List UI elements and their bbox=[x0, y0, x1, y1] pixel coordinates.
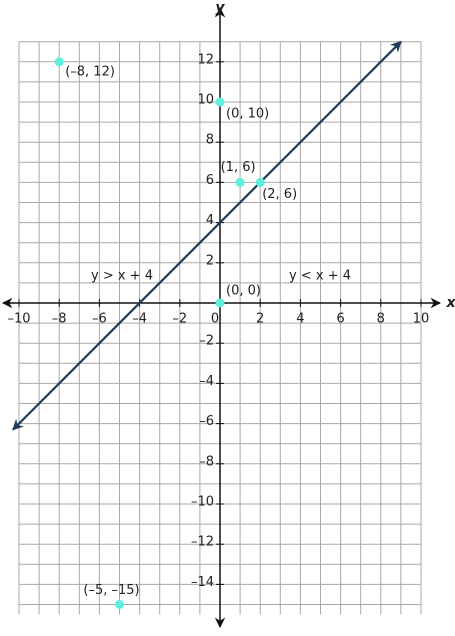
y-tick-label: –14 bbox=[191, 575, 214, 590]
point-label: (2, 6) bbox=[262, 187, 297, 202]
marks: (–8, 12) (0, 10) (1, 6) (2, 6) (0, 0) (–5, –1… bbox=[12, 40, 402, 609]
y-tick-label: –12 bbox=[191, 535, 214, 550]
y-tick-label: 2 bbox=[206, 253, 214, 268]
x-axis-title: x bbox=[445, 295, 455, 311]
x-tick-label: 10 bbox=[413, 312, 430, 327]
point bbox=[215, 298, 225, 308]
point-label: (–8, 12) bbox=[65, 64, 115, 79]
y-tick-label: 12 bbox=[197, 52, 214, 67]
annotation: y > x + 4 bbox=[91, 269, 153, 284]
y-tick-label: –8 bbox=[199, 454, 214, 469]
x-tick-label: –2 bbox=[172, 312, 187, 327]
point-label: (0, 10) bbox=[226, 107, 269, 122]
point bbox=[235, 177, 245, 187]
y-tick-label: 4 bbox=[206, 213, 214, 228]
x-tick-label: –8 bbox=[52, 312, 67, 327]
point-label: (1, 6) bbox=[221, 160, 256, 175]
x-tick-label: –10 bbox=[7, 312, 30, 327]
annotation: y < x + 4 bbox=[289, 269, 351, 284]
point bbox=[255, 177, 265, 187]
point bbox=[215, 97, 225, 107]
point bbox=[115, 600, 124, 609]
point-label: (–5, –15) bbox=[83, 583, 139, 598]
y-tick-label: 8 bbox=[206, 133, 214, 148]
line bbox=[12, 40, 402, 431]
y-axis-title: y bbox=[215, 0, 225, 16]
y-tick-label: –4 bbox=[199, 374, 214, 389]
x-tick-label: 4 bbox=[296, 312, 304, 327]
x-tick-label: 8 bbox=[377, 312, 385, 327]
x-tick-label: 0 bbox=[211, 312, 219, 327]
y-tick-label: –10 bbox=[191, 495, 214, 510]
point-label: (0, 0) bbox=[226, 284, 261, 299]
x-tick-label: 2 bbox=[256, 312, 264, 327]
point bbox=[54, 57, 64, 67]
y-tick-label: –2 bbox=[199, 334, 214, 349]
y-tick-label: 6 bbox=[206, 173, 214, 188]
y-tick-label: –6 bbox=[199, 414, 214, 429]
x-tick-label: –4 bbox=[132, 312, 147, 327]
x-tick-label: –6 bbox=[92, 312, 107, 327]
x-tick-label: 6 bbox=[336, 312, 344, 327]
tick-labels: –10 –8 –6 –4 –2 0 2 4 6 8 10 –14 –12 –10 –8 –6 –4 –2 2 4 6 8 1… bbox=[7, 52, 429, 590]
y-tick-label: 10 bbox=[197, 93, 214, 108]
